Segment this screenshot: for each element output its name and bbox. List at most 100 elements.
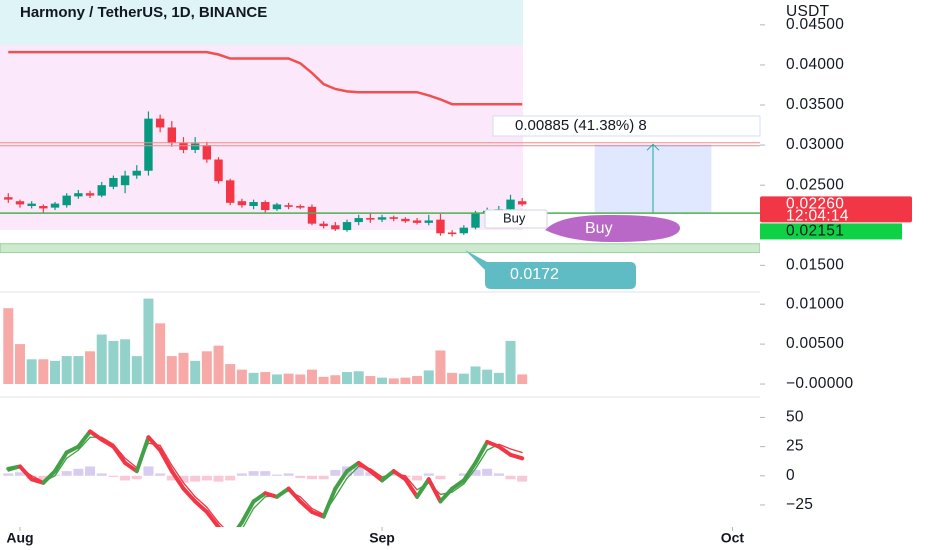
histogram-bar: [330, 469, 341, 476]
histogram-bar: [260, 471, 271, 476]
candle-body: [226, 180, 235, 203]
histogram-bar: [85, 466, 96, 476]
slow-line-segment: [124, 457, 138, 469]
slow-line-segment: [217, 521, 225, 527]
slow-line-segment: [311, 507, 325, 515]
histogram-bar: [213, 475, 224, 482]
fast-line-segment: [99, 437, 116, 449]
histogram-bar: [143, 466, 154, 476]
volume-bar: [365, 376, 376, 385]
candle-body: [424, 220, 433, 223]
slow-line-segment: [194, 496, 208, 508]
volume-bar: [271, 374, 282, 385]
chart-title: Harmony / TetherUS, 1D, BINANCE: [20, 4, 267, 21]
volume-bar: [155, 323, 166, 385]
signal-label: Buy: [484, 209, 548, 229]
histogram-bar: [271, 474, 282, 476]
axis-unit: USDT: [786, 3, 830, 20]
histogram-bar: [178, 475, 189, 483]
fast-line-segment: [64, 444, 81, 455]
fast-line-segment: [508, 452, 525, 461]
y-tick-label: 0.02500: [786, 176, 844, 193]
candle-body: [144, 118, 153, 171]
volume-bar: [388, 378, 399, 385]
price-pane: [0, 50, 760, 254]
volume-bar: [225, 364, 236, 385]
fast-line-segment: [17, 464, 34, 482]
fast-line-segment: [391, 469, 408, 482]
histogram-bar: [458, 473, 469, 476]
fast-line-segment: [53, 450, 69, 474]
candle-body: [389, 217, 398, 219]
histogram-bar: [412, 475, 423, 481]
fast-line-segment: [450, 478, 466, 491]
candle-body: [342, 222, 352, 231]
histogram-bar: [493, 473, 504, 476]
slow-line-segment: [299, 496, 313, 510]
volume-bar: [306, 369, 317, 385]
fast-line-segment: [333, 469, 350, 491]
callout-text: Buy: [585, 220, 613, 237]
last-price-box: [760, 196, 912, 223]
histogram-bar: [108, 475, 119, 477]
volume-bar: [517, 374, 528, 385]
histogram-bar: [120, 475, 131, 481]
fast-line-segment: [321, 486, 338, 519]
fast-line-segment: [216, 525, 222, 527]
y-tick-label: −0.00000: [786, 375, 854, 392]
slow-line-segment: [101, 436, 115, 445]
volume-bar: [318, 376, 329, 385]
slow-line-segment: [159, 444, 173, 466]
fast-line-segment: [169, 469, 186, 491]
histogram-bar: [435, 475, 446, 480]
candle-body: [331, 225, 340, 230]
candle-body: [284, 205, 293, 207]
candle-body: [261, 202, 270, 211]
x-tick-label: Aug: [6, 530, 33, 546]
slow-line-segment: [451, 483, 465, 493]
last-price: 0.02260: [786, 196, 844, 213]
volume-bar: [400, 377, 411, 385]
volume-bar: [283, 373, 294, 385]
fast-line-segment: [239, 499, 256, 525]
candle-body: [366, 218, 375, 220]
callout-text: 0.0172: [510, 266, 559, 283]
histogram-bar: [365, 472, 376, 476]
fast-line-segment: [345, 460, 361, 474]
slow-line-segment: [66, 449, 80, 459]
candle-body: [62, 195, 71, 206]
fast-line-segment: [236, 520, 244, 527]
support-band: [0, 243, 760, 254]
slow-line-segment: [252, 496, 266, 510]
fast-line-segment: [123, 460, 139, 474]
fast-line-segment: [158, 448, 174, 474]
session-shade: [0, 45, 523, 230]
y-tick-label: 0.04500: [786, 16, 844, 33]
histogram-bar: [248, 471, 259, 476]
slow-line-segment: [171, 464, 185, 484]
candle-body: [377, 217, 387, 220]
volume-bar: [505, 340, 516, 385]
fast-line-segment: [309, 509, 326, 519]
candle-body: [237, 201, 247, 206]
axes: 0.04500 0.04000 0.03500 0.03000 0.02500 0.015…: [6, 16, 853, 546]
volume-bar: [482, 369, 493, 385]
fast-line-segment: [380, 469, 396, 483]
countdown: 12:04:14: [786, 208, 849, 225]
histogram-bar: [236, 473, 247, 476]
fast-line-segment: [286, 486, 303, 504]
volume-bar: [493, 372, 504, 385]
histogram-bar: [388, 474, 399, 476]
volume-bar: [120, 339, 131, 385]
candle-body: [155, 118, 165, 128]
slow-line-segment: [346, 465, 360, 479]
volume-bar: [26, 359, 37, 385]
histogram-bar: [190, 475, 201, 482]
candle-body: [132, 170, 141, 176]
candle-body: [471, 212, 480, 228]
histogram-bar: [517, 475, 528, 482]
candle-body: [412, 220, 422, 223]
volume-bar: [131, 356, 142, 385]
candle-body: [15, 201, 25, 205]
slow-line-segment: [77, 436, 91, 451]
